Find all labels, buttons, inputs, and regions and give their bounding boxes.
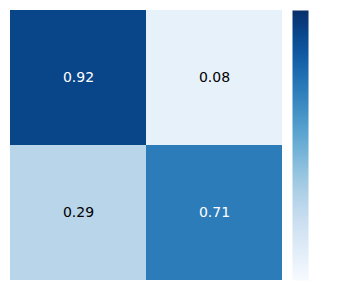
svg-text:0.92: 0.92 [63,69,94,85]
svg-text:0.08: 0.08 [199,69,230,85]
svg-text:0.29: 0.29 [63,204,94,220]
svg-text:0.71: 0.71 [199,204,230,220]
